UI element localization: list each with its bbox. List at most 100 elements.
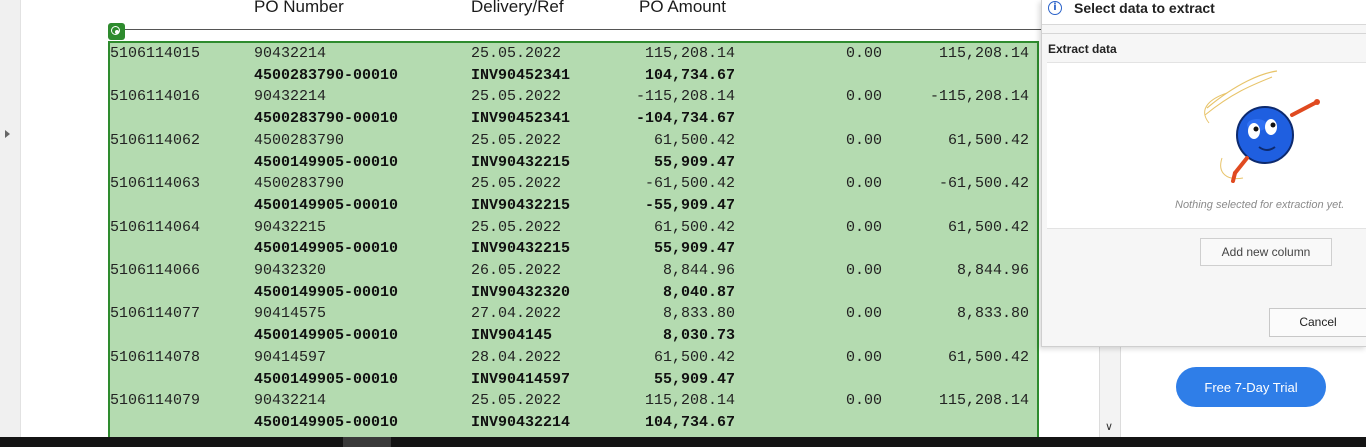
table-row: 4500149905-00010 INV90432215 55,909.47 [110, 238, 1037, 259]
table-cell: INV904145 [471, 327, 553, 345]
table-cell: -55,909.47 [644, 196, 735, 214]
table-cell: 4500149905-00010 [254, 196, 399, 214]
add-new-column-button[interactable]: Add new column [1200, 238, 1332, 266]
table-cell: 26.05.2022 [471, 262, 562, 279]
table-cell: 8,833.80 [662, 305, 735, 323]
info-icon: i [1048, 1, 1062, 15]
free-trial-button[interactable]: Free 7-Day Trial [1176, 367, 1326, 407]
table-cell: 61,500.42 [947, 348, 1029, 366]
panel-divider [1042, 33, 1366, 34]
table-cell: 5106114078 [110, 348, 201, 366]
table-cell: 8,040.87 [662, 283, 735, 301]
table-cell: INV90432214 [471, 413, 571, 431]
table-row: 5106114015 90432214 25.05.2022 115,208.14 0.… [110, 43, 1037, 64]
table-cell: 4500149905-00010 [254, 240, 399, 258]
table-cell: 0.00 [845, 88, 882, 106]
table-cell: 90414597 [254, 348, 327, 366]
table-cell: 5106114064 [110, 218, 201, 236]
table-cell: 25.05.2022 [471, 131, 562, 149]
header-divider [118, 29, 1048, 30]
header-po-number: PO Number [254, 0, 344, 16]
table-cell: 90432215 [254, 218, 327, 236]
table-cell: 25.05.2022 [471, 88, 562, 106]
table-cell: INV90432215 [471, 196, 571, 214]
mascot-illustration [1204, 70, 1320, 183]
panel-header: i Select data to extract [1042, 0, 1366, 25]
table-cell: 5106114063 [110, 175, 201, 193]
table-cell: 4500283790 [254, 175, 345, 193]
table-cell: 8,844.96 [956, 262, 1029, 279]
table-row: 5106114077 90414575 27.04.2022 8,833.80 0.00… [110, 303, 1037, 324]
extract-data-label: Extract data [1048, 42, 1117, 56]
table-cell: 115,208.14 [938, 392, 1029, 410]
table-row: 4500283790-00010 INV90452341 -104,734.67 [110, 108, 1037, 129]
table-cell: -61,500.42 [644, 175, 735, 193]
table-cell: 115,208.14 [938, 45, 1029, 62]
table-cell: 5106114079 [110, 392, 201, 410]
table-cell: 0.00 [845, 218, 882, 236]
table-cell: 8,030.73 [662, 327, 735, 345]
table-cell: 90432214 [254, 392, 327, 410]
table-cell: INV90452341 [471, 110, 571, 128]
table-row: 4500149905-00010 INV90432320 8,040.87 [110, 282, 1037, 303]
header-po-amount: PO Amount [639, 0, 726, 16]
table-cell: 4500149905-00010 [254, 413, 399, 431]
table-cell: 55,909.47 [653, 240, 735, 258]
table-cell: 0.00 [845, 131, 882, 149]
target-icon[interactable] [108, 23, 125, 40]
table-cell: 104,734.67 [644, 66, 735, 84]
chevron-right-icon[interactable] [5, 130, 10, 138]
table-cell: INV90452341 [471, 66, 571, 84]
table-cell: 27.04.2022 [471, 305, 562, 323]
table-row: 4500149905-00010 INV90432215 -55,909.47 [110, 195, 1037, 216]
table-cell: -115,208.14 [635, 88, 735, 106]
cancel-button[interactable]: Cancel [1269, 308, 1366, 337]
table-cell: 90414575 [254, 305, 327, 323]
table-cell: 25.05.2022 [471, 392, 562, 410]
table-cell: 25.05.2022 [471, 45, 562, 62]
table-cell: 0.00 [845, 45, 882, 62]
table-cell: 61,500.42 [947, 131, 1029, 149]
table-row: 5106114066 90432320 26.05.2022 8,844.96 0.00… [110, 260, 1037, 281]
table-cell: 55,909.47 [653, 370, 735, 388]
extract-panel: i Select data to extract Extract data [1041, 0, 1366, 347]
table-cell: INV90414597 [471, 370, 571, 388]
table-cell: 61,500.42 [653, 131, 735, 149]
table-cell: -115,208.14 [929, 88, 1029, 106]
table-cell: 90432320 [254, 262, 327, 279]
table-cell: 61,500.42 [947, 218, 1029, 236]
table-row: 4500149905-00010 INV90414597 55,909.47 [110, 369, 1037, 390]
table-cell: 4500149905-00010 [254, 153, 399, 171]
table-cell: 4500283790 [254, 131, 345, 149]
table-cell: 0.00 [845, 392, 882, 410]
panel-title: Select data to extract [1074, 0, 1215, 16]
header-delivery-ref: Delivery/Ref [471, 0, 564, 16]
table-cell: 55,909.47 [653, 153, 735, 171]
table-cell: 0.00 [845, 348, 882, 366]
table-row: 5106114016 90432214 25.05.2022 -115,208.14 0… [110, 86, 1037, 107]
taskbar [0, 437, 1366, 447]
table-cell: 0.00 [845, 175, 882, 193]
table-row: 4500149905-00010 INV90432214 104,734.67 [110, 412, 1037, 433]
table-row: 5106114063 4500283790 25.05.2022 -61,500.42… [110, 173, 1037, 194]
table-row: 5106114079 90432214 25.05.2022 115,208.14 0.… [110, 390, 1037, 411]
selected-region[interactable]: 5106114015 90432214 25.05.2022 115,208.14 0.… [108, 41, 1039, 439]
table-cell: 5106114016 [110, 88, 201, 106]
empty-state-text: Nothing selected for extraction yet. [1175, 199, 1345, 211]
table-cell: 5106114062 [110, 131, 201, 149]
chevron-down-icon[interactable]: ∨ [1104, 420, 1114, 433]
extract-data-area [1047, 62, 1366, 229]
table-cell: 4500149905-00010 [254, 370, 399, 388]
table-cell: 0.00 [845, 262, 882, 279]
table-row: 4500149905-00010 INV90432215 55,909.47 [110, 152, 1037, 173]
table-cell: 115,208.14 [644, 45, 735, 62]
table-cell: 90432214 [254, 45, 327, 62]
table-row: 4500149905-00010 INV904145 8,030.73 [110, 325, 1037, 346]
taskbar-active-item[interactable] [343, 437, 391, 447]
table-cell: 28.04.2022 [471, 348, 562, 366]
table-row: 4500283790-00010 INV90452341 104,734.67 [110, 65, 1037, 86]
table-cell: 5106114066 [110, 262, 201, 279]
table-cell: 61,500.42 [653, 348, 735, 366]
table-cell: 5106114077 [110, 305, 201, 323]
table-cell: 0.00 [845, 305, 882, 323]
